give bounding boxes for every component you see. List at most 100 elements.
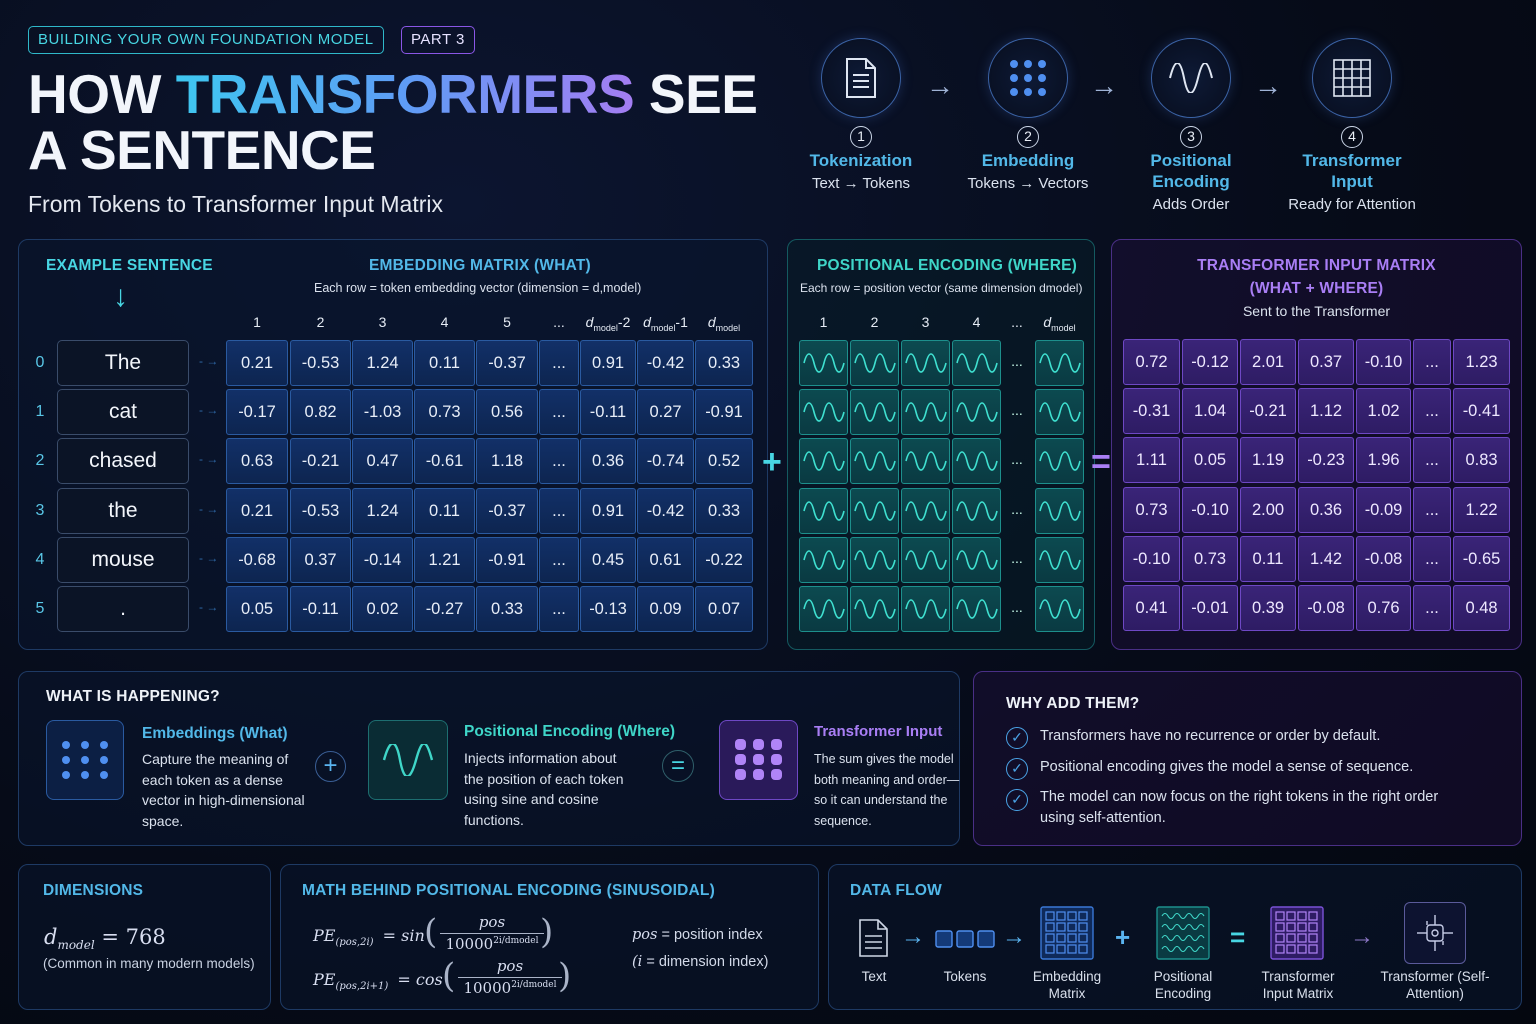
- flow-label-text: Text: [861, 969, 887, 984]
- input-cell: 0.73: [1123, 487, 1180, 533]
- embedding-cell: 0.21: [226, 488, 288, 534]
- matrix-grid-icon: [1312, 38, 1392, 118]
- input-heading: TRANSFORMER INPUT MATRIX: [1197, 257, 1436, 274]
- tokens-icon: [935, 930, 997, 953]
- positional-wave-cell: [952, 488, 1001, 534]
- row-connector: - →: [199, 452, 219, 466]
- embedding-cell: -0.21: [290, 438, 351, 484]
- positional-wave-cell: [850, 389, 899, 435]
- row-connector: - →: [199, 502, 219, 516]
- token-box: .: [57, 586, 189, 632]
- embedding-cell: 0.73: [414, 389, 475, 435]
- input-cell: ...: [1413, 437, 1451, 483]
- step-name: Tokenization: [809, 151, 913, 170]
- paren: ): [558, 956, 572, 996]
- positional-wave-cell: [850, 586, 899, 632]
- input-cell: -0.09: [1356, 487, 1411, 533]
- step-name: Embedding: [981, 151, 1075, 170]
- embedding-cell: 0.02: [352, 586, 413, 632]
- arrow-right-icon: →: [1002, 923, 1026, 950]
- embedding-cell: -0.11: [290, 586, 351, 632]
- embedding-cell: ...: [539, 586, 579, 632]
- embedding-col-header: dmodel-2: [585, 314, 631, 333]
- embedding-cell: -0.74: [637, 438, 694, 484]
- page-title: HOW TRANSFORMERS SEE A SENTENCE: [28, 66, 758, 178]
- input-cell: -0.10: [1123, 536, 1180, 582]
- dot-grid-icon: [46, 720, 124, 800]
- page-subtitle: From Tokens to Transformer Input Matrix: [28, 191, 443, 217]
- input-cell: -0.12: [1182, 339, 1238, 385]
- positional-col-header: 4: [972, 314, 981, 330]
- positional-col-header: 1: [819, 314, 828, 330]
- step-desc: Ready for Attention: [1288, 196, 1416, 213]
- arrow-right-icon: →: [926, 70, 954, 101]
- step-desc: Text → Tokens: [811, 175, 911, 192]
- positional-ellipsis: ...: [1011, 550, 1023, 566]
- input-cell: 0.11: [1240, 536, 1296, 582]
- positional-wave-cell: [901, 537, 950, 583]
- input-cell: -0.21: [1240, 388, 1296, 434]
- row-index: 4: [35, 551, 45, 568]
- positional-ellipsis: ...: [1011, 353, 1023, 369]
- title-part-1: HOW: [28, 63, 176, 125]
- part-tag: PART 3: [401, 26, 475, 54]
- sine-wave-icon: [1151, 38, 1231, 118]
- row-connector: - →: [199, 354, 219, 368]
- input-cell: -0.65: [1453, 536, 1510, 582]
- embedding-cell: 1.24: [352, 488, 413, 534]
- embedding-col-header: ...: [553, 314, 565, 330]
- positional-text: Injects information about the position of…: [464, 750, 624, 828]
- row-index: 0: [35, 354, 45, 371]
- step-name: Transformer Input: [1302, 151, 1402, 191]
- embedding-cell: 0.63: [226, 438, 288, 484]
- input-heading-2: (WHAT + WHERE): [1249, 280, 1384, 297]
- embedding-cell: 0.11: [414, 488, 475, 534]
- embedding-cell: -1.03: [352, 389, 413, 435]
- dot-grid-icon: [988, 38, 1068, 118]
- check-icon: ✓: [1006, 789, 1028, 811]
- check-icon: ✓: [1006, 727, 1028, 749]
- positional-wave-cell: [799, 488, 848, 534]
- embedding-cell: 0.82: [290, 389, 351, 435]
- embedding-col-header: 2: [316, 314, 325, 330]
- row-index: 5: [35, 600, 45, 617]
- embedding-subheading: Each row = token embedding vector (dimen…: [314, 281, 642, 295]
- input-cell: 0.37: [1298, 339, 1354, 385]
- input-cell: 1.11: [1123, 437, 1180, 483]
- pos-definition: pos = position index: [632, 927, 763, 943]
- embedding-cell: 0.47: [352, 438, 413, 484]
- positional-wave-cell: [850, 537, 899, 583]
- embedding-col-header: 3: [378, 314, 387, 330]
- dataflow-heading: DATA FLOW: [850, 882, 942, 899]
- arrow-right-icon: →: [1350, 923, 1374, 950]
- positional-wave-cell: [850, 488, 899, 534]
- embedding-cell: -0.53: [290, 340, 351, 386]
- positional-col-header: 2: [870, 314, 879, 330]
- embedding-cell: 0.27: [637, 389, 694, 435]
- input-cell: -0.01: [1182, 585, 1238, 631]
- equals-circle-icon: =: [662, 750, 694, 782]
- input-cell: 0.72: [1123, 339, 1180, 385]
- positional-ellipsis: ...: [1011, 599, 1023, 615]
- flow-label-tokens: Tokens: [943, 969, 987, 984]
- embedding-cell: 0.45: [580, 537, 636, 583]
- step-number: 3: [1180, 126, 1202, 148]
- input-cell: ...: [1413, 487, 1451, 533]
- input-cell: ...: [1413, 388, 1451, 434]
- positional-wave-cell: [901, 340, 950, 386]
- arrow-right-icon: →: [1090, 70, 1118, 101]
- step-desc: Adds Order: [1152, 196, 1230, 213]
- embedding-cell: -0.91: [695, 389, 753, 435]
- positional-subheading: Each row = position vector (same dimensi…: [800, 281, 1083, 295]
- input-cell: 1.96: [1356, 437, 1411, 483]
- positional-matrix-icon: [1156, 906, 1210, 965]
- input-cell: -0.10: [1182, 487, 1238, 533]
- positional-wave-cell: [952, 340, 1001, 386]
- positional-col-header: ...: [1011, 314, 1023, 330]
- plus-operator: +: [1115, 922, 1131, 952]
- transformer-input-title: Transformer Input: [814, 723, 943, 740]
- why-heading: WHY ADD THEM?: [1006, 695, 1140, 712]
- input-cell: ...: [1413, 339, 1451, 385]
- flow-label-input: Transformer Input Matrix: [1261, 969, 1335, 1001]
- document-icon: [858, 918, 890, 963]
